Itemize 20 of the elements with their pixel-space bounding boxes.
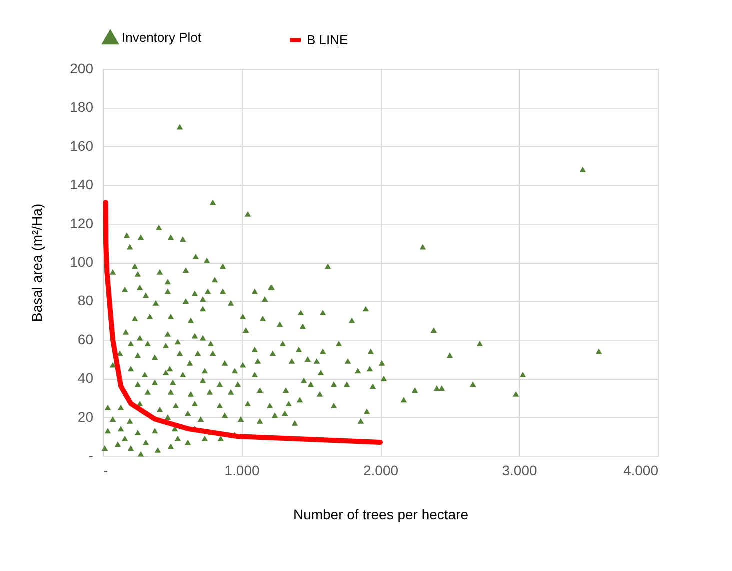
y-axis-title: Basal area (m²/Ha) [29, 204, 46, 322]
y-tick-label: 80 [78, 292, 94, 309]
x-tick-label: 3.000 [502, 462, 538, 478]
y-tick-label: 140 [70, 176, 94, 193]
legend-label: B LINE [307, 32, 349, 48]
legend-label: Inventory Plot [122, 30, 202, 45]
y-tick-label: 160 [70, 138, 94, 154]
x-tick-label: - [104, 462, 108, 478]
x-tick-label: 4.000 [623, 462, 659, 478]
y-tick-label: 120 [70, 215, 94, 232]
y-tick-label: 100 [70, 254, 94, 270]
y-tick-label: 20 [78, 408, 94, 425]
y-tick-label: 40 [78, 370, 94, 386]
x-tick-label: 2.000 [363, 462, 399, 478]
x-axis-title: Number of trees per hectare [293, 506, 469, 522]
x-tick-label: 1.000 [224, 462, 260, 478]
y-tick-label: - [88, 448, 94, 464]
y-tick-label: 180 [70, 99, 94, 116]
y-tick-label: 200 [70, 60, 94, 76]
y-tick-label: 60 [78, 331, 94, 348]
